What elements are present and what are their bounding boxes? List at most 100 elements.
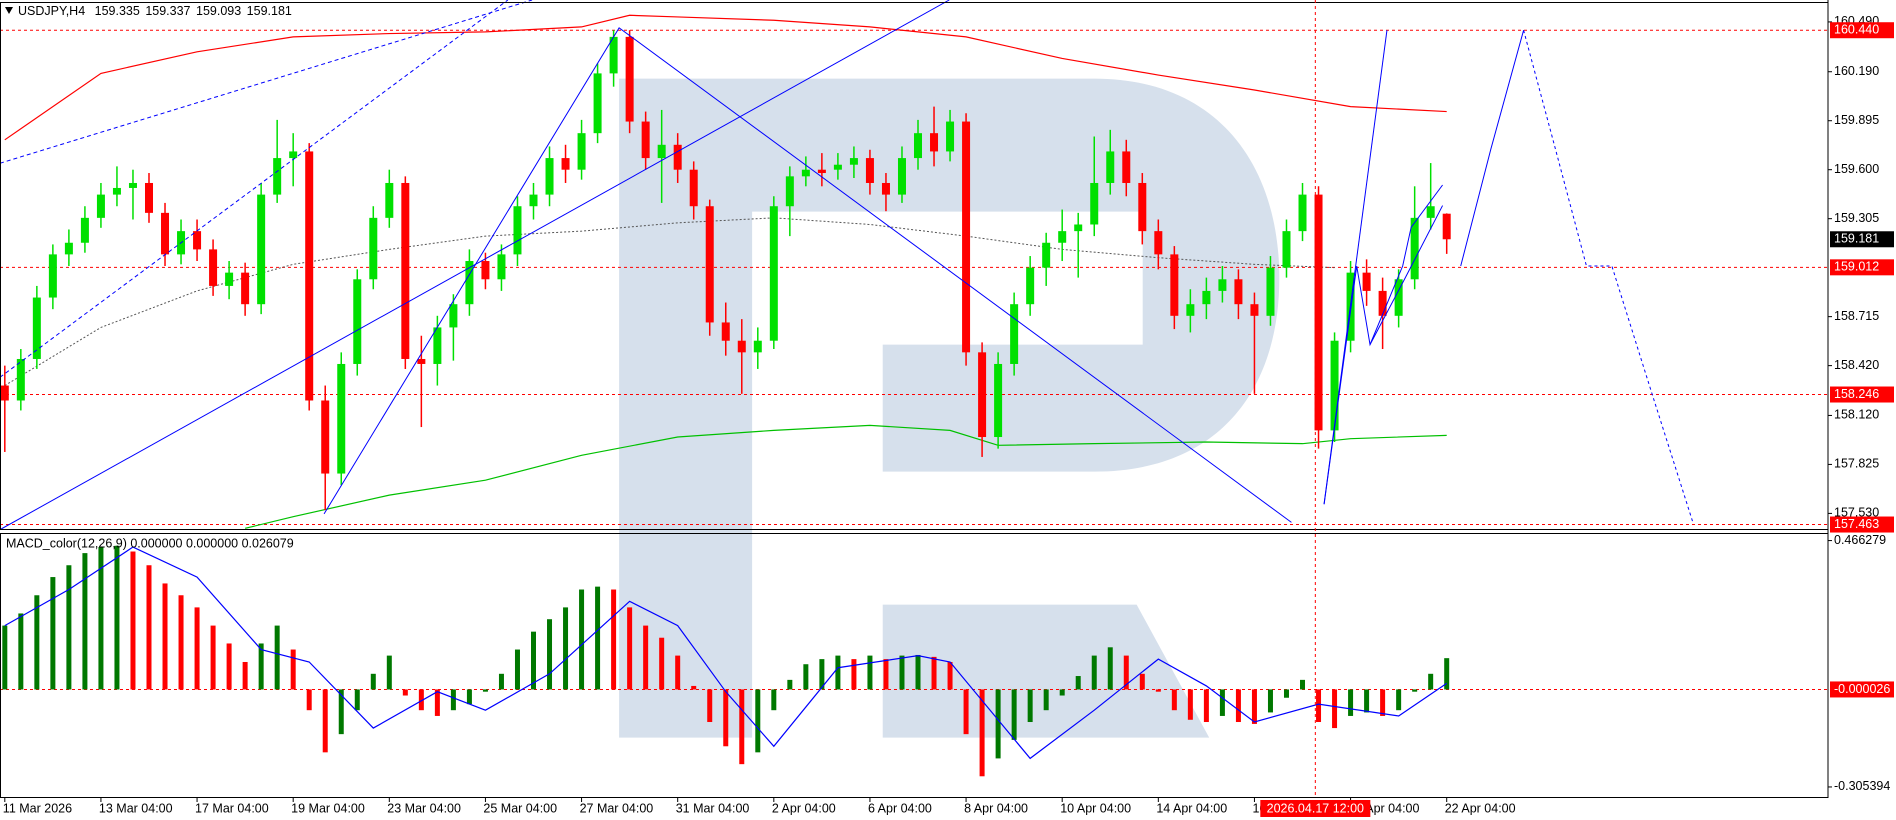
- candle-body: [1266, 267, 1275, 316]
- x-tick-label: 22 Apr 04:00: [1445, 801, 1516, 815]
- candle-body: [48, 254, 57, 298]
- histogram-bar: [466, 689, 472, 705]
- histogram-bar: [1428, 673, 1434, 690]
- histogram-bar: [194, 607, 200, 690]
- candle-body: [353, 279, 362, 364]
- x-tick-label: 27 Mar 04:00: [580, 801, 654, 815]
- y-tick-label: 157.530: [1834, 506, 1879, 520]
- histogram-bar: [402, 689, 408, 696]
- y-tick-label: 158.420: [1834, 358, 1879, 372]
- forecast-line: [1461, 30, 1524, 266]
- y-tick-label: 159.895: [1834, 113, 1879, 127]
- histogram-bar: [563, 607, 569, 690]
- candle-body: [32, 297, 41, 359]
- histogram-bar: [226, 643, 232, 690]
- candle-body: [1026, 267, 1035, 305]
- histogram-bar: [306, 689, 312, 711]
- candle-body: [737, 340, 746, 353]
- open-value: 159.335: [95, 4, 140, 18]
- histogram-bar: [915, 654, 921, 690]
- histogram-bar: [899, 655, 905, 690]
- histogram-bar: [1332, 689, 1338, 729]
- candle-body: [337, 363, 346, 474]
- candle-body: [193, 231, 202, 250]
- histogram-bar: [1219, 689, 1225, 716]
- x-tick-label: 23 Mar 04:00: [387, 801, 461, 815]
- candle-body: [561, 158, 570, 170]
- histogram-bar: [450, 689, 456, 711]
- histogram-bar: [1059, 689, 1065, 696]
- histogram-bar: [1396, 689, 1402, 711]
- candle-body: [112, 187, 121, 195]
- x-tick-label: 25 Mar 04:00: [483, 801, 557, 815]
- candle-body: [1170, 254, 1179, 316]
- candle-body: [705, 206, 714, 323]
- histogram-bar: [739, 689, 745, 765]
- histogram-bar: [979, 689, 985, 777]
- candle-body: [321, 400, 330, 474]
- trend-line: [0, 0, 508, 377]
- candle-body: [849, 158, 858, 165]
- histogram-bar: [370, 673, 376, 690]
- x-tick-label: 11 Mar 2026: [3, 801, 72, 815]
- histogram-bar: [675, 655, 681, 690]
- candle-body: [1442, 213, 1451, 240]
- histogram-bar: [1155, 689, 1161, 692]
- histogram-bar: [258, 643, 264, 690]
- candle-body: [433, 327, 442, 364]
- histogram-bar: [82, 553, 88, 690]
- x-tick-label: 10 Apr 04:00: [1060, 801, 1131, 815]
- candle-body: [817, 169, 826, 174]
- candle-body: [625, 36, 634, 122]
- candle-body: [1122, 151, 1131, 183]
- candle-body: [1090, 182, 1099, 225]
- close-value: 159.181: [247, 4, 292, 18]
- histogram-bar: [290, 649, 296, 690]
- candle-body: [1010, 304, 1019, 364]
- candle-body: [289, 151, 298, 159]
- candle-body: [1234, 279, 1243, 305]
- histogram-bar: [98, 547, 104, 690]
- candle-body: [1394, 279, 1403, 316]
- histogram-bar: [1316, 689, 1322, 723]
- high-value: 159.337: [145, 4, 190, 18]
- low-value: 159.093: [196, 4, 241, 18]
- moving-average: [4, 14, 1447, 141]
- x-tick-label: 19 Mar 04:00: [291, 801, 365, 815]
- level-label-box: [1830, 22, 1894, 39]
- candle-body: [753, 340, 762, 353]
- candle-body: [689, 169, 698, 207]
- histogram-bar: [771, 689, 777, 711]
- histogram-bar: [418, 689, 424, 711]
- histogram-bar: [1251, 689, 1257, 724]
- candle-body: [1202, 290, 1211, 305]
- candle-body: [914, 133, 923, 159]
- histogram-bar: [338, 689, 344, 735]
- candle-body: [1074, 224, 1083, 232]
- histogram-bar: [242, 661, 248, 690]
- candle-body: [417, 358, 426, 364]
- histogram-bar: [995, 689, 1001, 759]
- candle-body: [801, 169, 810, 177]
- candle-body: [881, 182, 890, 195]
- candle-body: [1378, 290, 1387, 316]
- histogram-bar: [322, 689, 328, 753]
- level-label: 159.012: [1834, 260, 1879, 274]
- histogram-bar: [1123, 655, 1129, 690]
- histogram-bar: [867, 655, 873, 690]
- candle-body: [1138, 182, 1147, 232]
- candle-body: [1282, 231, 1291, 268]
- candle-body: [481, 261, 490, 280]
- histogram-bar: [707, 689, 713, 723]
- level-label-box: [1830, 516, 1894, 533]
- candle-body: [930, 133, 939, 152]
- x-tick-label: 13 Mar 04:00: [99, 801, 173, 815]
- y-tick-label: 159.305: [1834, 211, 1879, 225]
- price-label: 159.181: [1834, 232, 1879, 246]
- candle-body: [225, 272, 234, 286]
- histogram-bar: [178, 595, 184, 690]
- histogram-bar: [1139, 673, 1145, 690]
- signal-line: [4, 546, 1448, 760]
